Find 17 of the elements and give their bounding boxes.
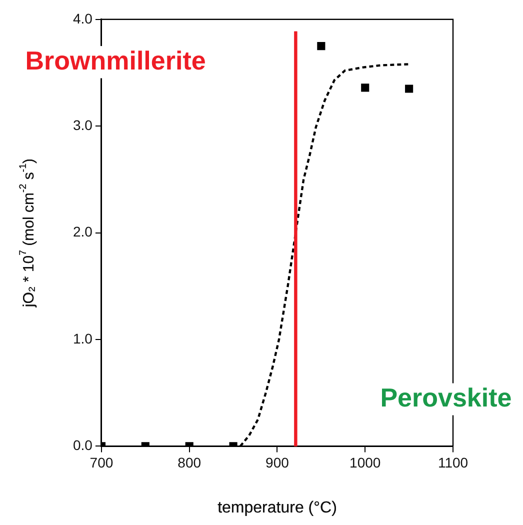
- x-tick-label: 900: [266, 454, 290, 470]
- annotation: Perovskite: [380, 382, 512, 412]
- x-axis-title: temperature (°C): [218, 500, 337, 517]
- point: [317, 42, 326, 50]
- y-tick-label: 4.0: [72, 10, 93, 26]
- x-tick-label: 700: [90, 454, 114, 470]
- y-axis-title: jO₂ * 107 (mol cm-2 s-1): [18, 158, 38, 308]
- y-tick-label: 0.0: [72, 437, 93, 454]
- y-tick-label: 3.0: [72, 116, 93, 133]
- y-tick-label: 2.0: [72, 224, 93, 240]
- x-tick-label: 1100: [438, 454, 468, 470]
- annotation: Brownmillerite: [25, 45, 206, 76]
- point: [405, 84, 414, 93]
- x-tick-label: 1000: [350, 454, 381, 470]
- x-tick-label: 800: [178, 454, 202, 470]
- point: [361, 84, 370, 92]
- y-tick-label: 1.0: [72, 330, 93, 346]
